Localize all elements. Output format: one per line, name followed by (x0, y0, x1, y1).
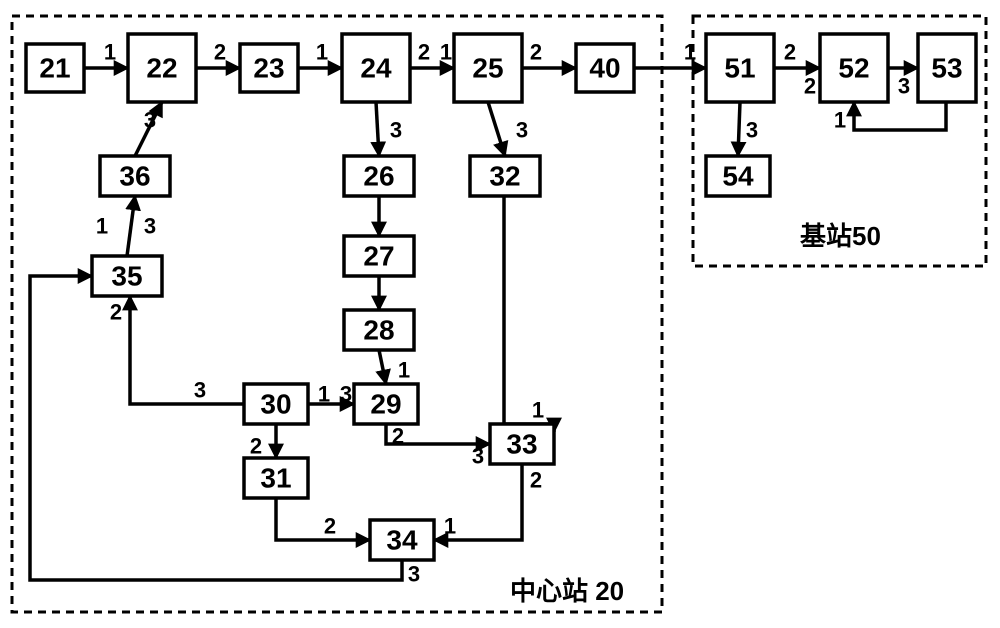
edge-label: 2 (530, 40, 542, 65)
node-label-33: 33 (506, 429, 537, 460)
diagram-canvas: 中心站 20基站50121212122333331131322321232131… (0, 0, 1000, 628)
edge-label: 1 (532, 398, 544, 423)
edge-label: 2 (804, 74, 816, 99)
edge-label: 2 (784, 40, 796, 65)
node-label-30: 30 (260, 389, 291, 420)
node-label-36: 36 (119, 161, 150, 192)
edge-label: 3 (194, 378, 206, 403)
edge-label: 1 (834, 108, 846, 133)
node-label-25: 25 (472, 53, 503, 84)
node-label-29: 29 (370, 389, 401, 420)
edge-32-33 (504, 196, 554, 432)
edge-30-35 (130, 296, 244, 404)
edge-label: 1 (398, 358, 410, 383)
group-label-center: 中心站 20 (510, 576, 624, 606)
edge-25-32 (488, 102, 505, 156)
edge-label: 3 (898, 74, 910, 99)
edge-label: 2 (530, 468, 542, 493)
edge-label: 3 (746, 118, 758, 143)
edge-53-52 (854, 102, 946, 130)
node-label-31: 31 (260, 463, 291, 494)
node-label-24: 24 (360, 53, 392, 84)
edge-label: 3 (144, 108, 156, 133)
node-label-51: 51 (724, 53, 755, 84)
node-label-26: 26 (363, 161, 394, 192)
edge-label: 3 (340, 382, 352, 407)
edge-label: 2 (418, 40, 430, 65)
node-label-27: 27 (363, 241, 394, 272)
node-label-54: 54 (722, 161, 754, 192)
edge-51-54 (738, 102, 740, 156)
node-label-34: 34 (386, 525, 418, 556)
edge-28-29 (379, 350, 386, 384)
node-label-53: 53 (931, 53, 962, 84)
edge-label: 1 (316, 40, 328, 65)
edge-label: 1 (444, 514, 456, 539)
edge-label: 3 (390, 118, 402, 143)
edge-label: 3 (516, 118, 528, 143)
edge-label: 2 (324, 514, 336, 539)
edge-label: 2 (250, 434, 262, 459)
node-label-32: 32 (489, 161, 520, 192)
node-label-40: 40 (589, 53, 620, 84)
node-label-23: 23 (253, 53, 284, 84)
edge-label: 2 (110, 300, 122, 325)
node-label-28: 28 (363, 315, 394, 346)
group-label-base: 基站50 (800, 221, 881, 251)
node-label-52: 52 (838, 53, 869, 84)
edge-label: 3 (144, 214, 156, 239)
edge-label: 1 (684, 40, 696, 65)
node-label-21: 21 (39, 53, 70, 84)
edge-label: 2 (392, 424, 404, 449)
edge-label: 3 (472, 444, 484, 469)
edge-24-26 (376, 102, 379, 156)
edge-label: 1 (96, 214, 108, 239)
edge-label: 2 (214, 40, 226, 65)
edge-35-36 (127, 196, 135, 256)
edge-label: 3 (408, 562, 420, 587)
edge-label: 1 (440, 40, 452, 65)
node-label-22: 22 (146, 53, 177, 84)
node-label-35: 35 (111, 261, 142, 292)
edge-label: 1 (104, 40, 116, 65)
edge-label: 1 (318, 382, 330, 407)
